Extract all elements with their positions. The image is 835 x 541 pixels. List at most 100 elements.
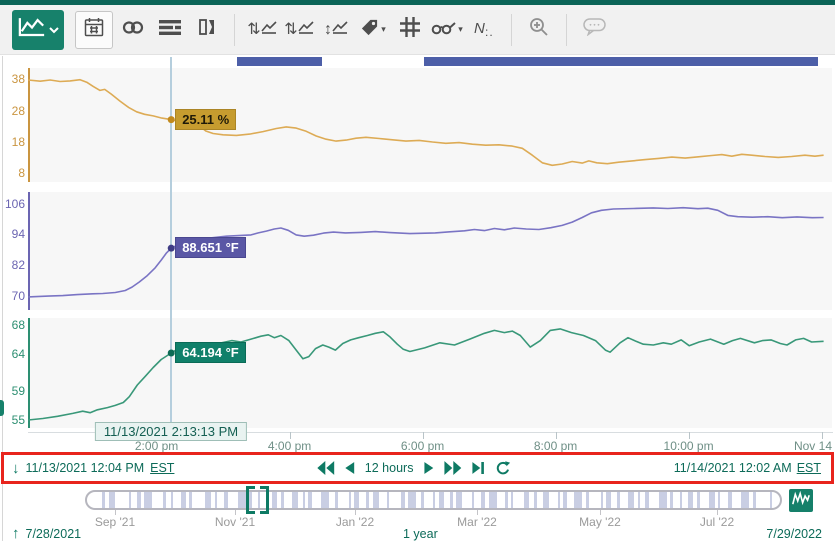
y-tick-label: 94 xyxy=(11,227,25,242)
y-tick-label: 38 xyxy=(11,72,25,87)
window-left-border xyxy=(2,56,3,541)
handle-right-bracket-icon xyxy=(260,486,269,514)
grid-button[interactable] xyxy=(393,12,427,48)
trend-display-button[interactable] xyxy=(12,9,64,50)
data-density-stripe xyxy=(659,492,667,508)
range-end-date[interactable]: 7/29/2022 xyxy=(766,527,822,541)
end-time[interactable]: 11/14/2021 12:02 AM xyxy=(673,461,792,475)
single-scale-button[interactable]: ↕ xyxy=(319,12,353,48)
data-density-stripe xyxy=(524,492,529,508)
chart-plot-area xyxy=(29,192,832,310)
mini-trend-icon xyxy=(332,20,348,40)
link-button[interactable] xyxy=(116,12,150,48)
x-tick-mark xyxy=(422,432,424,439)
data-density-stripe xyxy=(688,492,693,508)
month-label: Nov '21 xyxy=(214,515,256,529)
duration-button[interactable]: 12 hours xyxy=(364,461,414,475)
timeline-selection-handle[interactable] xyxy=(246,486,269,514)
data-density-stripe xyxy=(574,492,582,508)
data-density-stripe xyxy=(601,492,603,508)
data-density-stripe xyxy=(373,492,379,508)
stacked-scales-button[interactable]: ⇅ xyxy=(245,12,279,48)
data-density-stripe xyxy=(408,492,416,508)
data-density-stripe xyxy=(303,492,305,508)
x-tick-label: 2:00 pm xyxy=(134,439,179,453)
step-back-button[interactable] xyxy=(344,462,354,474)
step-forward-button[interactable] xyxy=(424,462,434,474)
data-density-stripe xyxy=(137,492,141,508)
calendar-button[interactable] xyxy=(75,10,113,49)
data-density-stripe xyxy=(481,492,485,508)
skip-to-end-button[interactable] xyxy=(472,462,485,474)
data-density-stripe xyxy=(366,492,369,508)
start-time[interactable]: 11/13/2021 12:04 PM xyxy=(25,461,145,475)
cursor-timestamp: 11/13/2021 2:13:13 PM xyxy=(94,422,248,441)
toolbar: ⇅ ⇅ ↕ ▾ ▾ N xyxy=(0,5,835,55)
chevron-down-icon xyxy=(48,21,59,39)
time-range-bar: ↓ 11/13/2021 12:04 PM EST 12 hours xyxy=(4,455,831,481)
y-tick-label: 70 xyxy=(11,289,25,304)
data-density-stripe xyxy=(728,492,732,508)
skip-back-button[interactable] xyxy=(316,461,334,475)
data-density-stripe xyxy=(505,492,508,508)
x-tick-label: 4:00 pm xyxy=(267,439,312,453)
data-density-stripe xyxy=(628,492,634,508)
zoom-in-icon xyxy=(529,17,549,42)
comments-button[interactable] xyxy=(577,12,611,48)
data-density-stripe xyxy=(354,492,359,508)
chevron-down-icon: ▾ xyxy=(458,24,463,34)
data-density-stripe xyxy=(670,492,673,508)
data-density-stripe xyxy=(272,492,277,508)
tag-button[interactable]: ▾ xyxy=(356,12,390,48)
data-density-stripe xyxy=(102,492,105,508)
data-density-stripe xyxy=(189,492,192,508)
sparkline-icon xyxy=(792,490,810,511)
y-tick-label: 59 xyxy=(11,383,25,398)
details-list-icon xyxy=(159,19,181,41)
refresh-button[interactable] xyxy=(495,460,511,476)
data-density-stripe xyxy=(308,492,312,508)
pane-toggle-button[interactable] xyxy=(190,12,224,48)
y-tick-label: 8 xyxy=(18,166,25,181)
start-timezone-link[interactable]: EST xyxy=(150,461,175,475)
data-density-stripe xyxy=(335,492,338,508)
range-start-date[interactable]: 7/28/2021 xyxy=(25,526,82,541)
fast-forward-button[interactable] xyxy=(444,461,462,475)
end-timezone-link[interactable]: EST xyxy=(796,461,821,475)
month-tick-mark xyxy=(115,510,116,515)
y-tick-label: 55 xyxy=(11,412,25,427)
data-density-stripe xyxy=(349,492,351,508)
data-density-stripe xyxy=(321,492,329,508)
trend-cursor-line[interactable] xyxy=(170,57,173,441)
y-tick-label: 82 xyxy=(11,258,25,273)
month-label: May '22 xyxy=(579,515,621,529)
stacked-scales-alt-button[interactable]: ⇅ xyxy=(282,12,316,48)
data-density-stripe xyxy=(563,492,567,508)
event-bar xyxy=(237,57,323,66)
toolbar-divider xyxy=(511,13,512,46)
comment-bubble-icon xyxy=(582,18,606,41)
mini-trend-icon xyxy=(298,20,314,40)
y-tick-label: 18 xyxy=(11,135,25,149)
panel-expander[interactable] xyxy=(0,400,4,416)
playback-controls: 12 hours xyxy=(316,455,511,481)
data-density-stripe xyxy=(421,492,424,508)
event-bar xyxy=(423,57,819,66)
data-density-stripe xyxy=(292,492,298,508)
trend-cursors-button[interactable]: ▾ xyxy=(430,12,464,48)
window-top-strip xyxy=(0,0,835,5)
y-axis-line xyxy=(28,192,30,310)
timeline-trend-button[interactable] xyxy=(789,489,813,512)
data-density-stripe xyxy=(181,492,186,508)
data-density-stripe xyxy=(638,492,640,508)
month-tick-mark xyxy=(477,510,478,515)
x-tick-mark xyxy=(289,432,291,439)
timeline-scrubber[interactable] xyxy=(85,490,782,510)
zoom-in-button[interactable] xyxy=(522,12,556,48)
details-button[interactable] xyxy=(153,12,187,48)
value-labels-button[interactable]: N :. xyxy=(467,12,501,48)
data-density-stripe xyxy=(238,492,246,508)
data-density-stripe xyxy=(534,492,537,508)
data-density-stripe xyxy=(163,492,166,508)
handle-left-bracket-icon xyxy=(246,486,255,514)
